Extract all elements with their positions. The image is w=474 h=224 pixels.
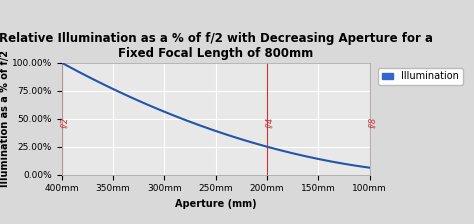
Text: f/4: f/4 xyxy=(265,116,274,128)
Legend: Illumination: Illumination xyxy=(378,68,463,85)
Text: f/2: f/2 xyxy=(60,116,69,128)
Text: f/8: f/8 xyxy=(368,116,377,128)
Y-axis label: Illumination as a % of f/2: Illumination as a % of f/2 xyxy=(0,50,10,187)
X-axis label: Aperture (mm): Aperture (mm) xyxy=(175,199,256,209)
Title: Relative Illumination as a % of f/2 with Decreasing Aperture for a
Fixed Focal L: Relative Illumination as a % of f/2 with… xyxy=(0,32,433,60)
